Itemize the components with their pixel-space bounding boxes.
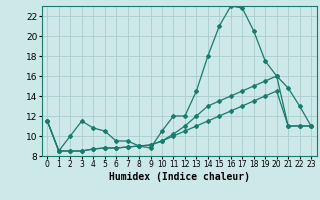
X-axis label: Humidex (Indice chaleur): Humidex (Indice chaleur) [109,172,250,182]
